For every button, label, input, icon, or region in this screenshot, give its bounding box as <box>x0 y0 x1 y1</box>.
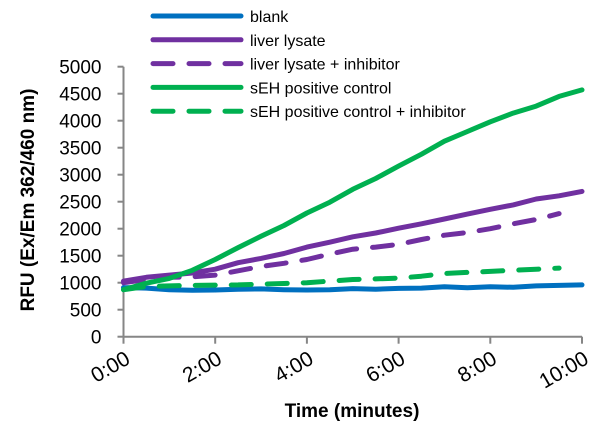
series-line-seh-positive-control <box>121 87 585 293</box>
x-tick-label: 8:00 <box>454 347 501 387</box>
x-tick-label: 4:00 <box>271 347 318 387</box>
legend-label: sEH positive control <box>250 80 391 97</box>
y-tick-label: 3000 <box>59 166 101 187</box>
y-tick-label: 1500 <box>59 247 101 268</box>
legend-label: blank <box>250 9 289 26</box>
y-tick-label: 500 <box>70 301 102 322</box>
legend-label: sEH positive control + inhibitor <box>250 104 466 121</box>
legend-label: liver lysate <box>250 33 326 50</box>
y-tick-label: 5000 <box>59 58 101 79</box>
series-line-liver-lysate-inhibitor <box>121 211 562 286</box>
y-tick-label: 2000 <box>59 220 101 241</box>
y-tick-label: 0 <box>91 328 102 349</box>
x-tick-label: 0:00 <box>87 347 134 387</box>
y-tick-label: 1000 <box>59 274 101 295</box>
y-tick-label: 4500 <box>59 85 101 106</box>
legend-label: liver lysate + inhibitor <box>250 57 401 74</box>
y-tick-label: 3500 <box>59 139 101 160</box>
legend: blank liver lysate liver lysate + inhibito… <box>150 9 466 121</box>
x-axis-title: Time (minutes) <box>285 401 420 422</box>
series-lines <box>121 87 585 293</box>
x-tick-label: 2:00 <box>179 347 226 387</box>
y-axis-title: RFU (Ex/Em 362/460 nm) <box>18 89 39 312</box>
series-line-seh-positive-control-inhibitor <box>121 265 562 293</box>
series-line-liver-lysate <box>121 188 585 284</box>
series-line-blank <box>121 282 585 293</box>
x-tick-label: 10:00 <box>535 347 592 393</box>
y-tick-label: 4000 <box>59 112 101 133</box>
y-tick-label: 2500 <box>59 193 101 214</box>
x-tick-label: 6:00 <box>362 347 409 387</box>
